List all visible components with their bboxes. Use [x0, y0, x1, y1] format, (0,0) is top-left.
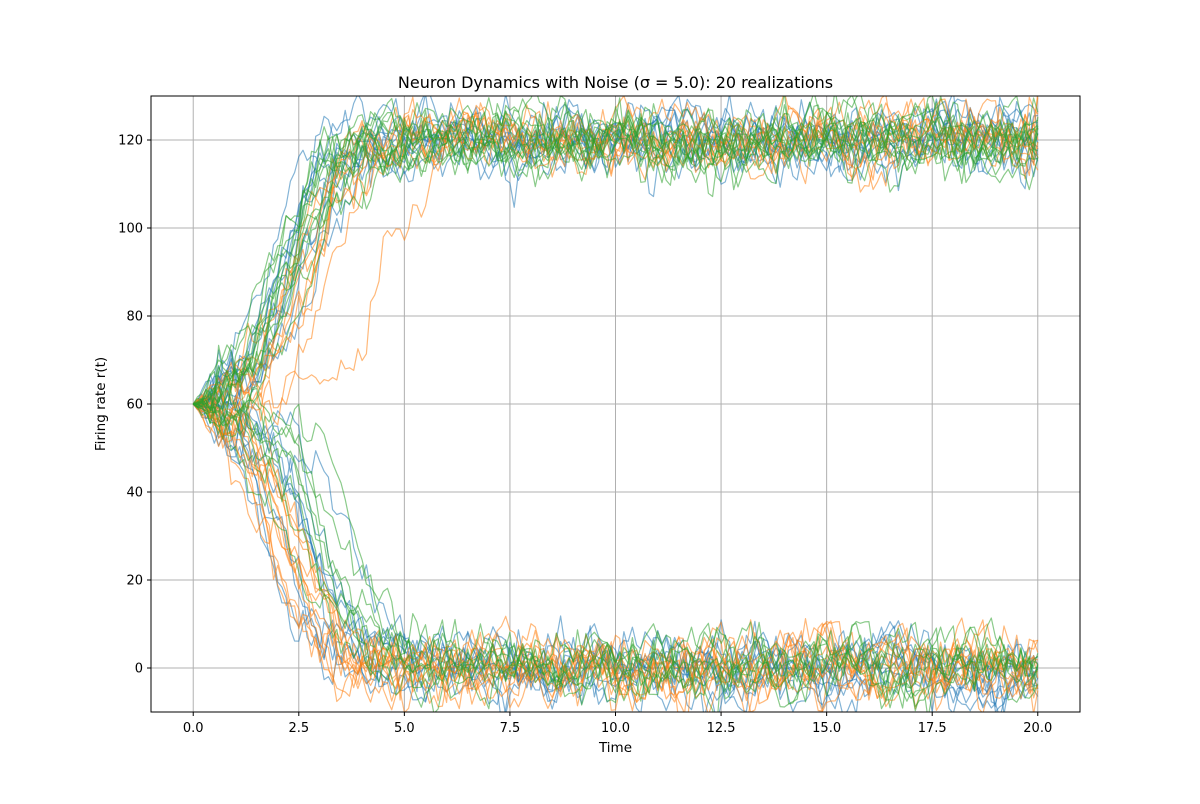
x-tick-label: 5.0 [394, 721, 415, 736]
y-tick-label: 80 [126, 310, 143, 325]
y-tick-label: 60 [126, 398, 143, 413]
chart-title: Neuron Dynamics with Noise (σ = 5.0): 20… [398, 73, 833, 92]
plot-frame [150, 95, 1081, 713]
x-tick-label: 20.0 [1023, 721, 1052, 736]
traces-layer [192, 96, 1039, 712]
trace-line-series-3-run-5 [192, 399, 1039, 712]
x-tick-label: 0.0 [183, 721, 204, 736]
x-axis-title: Time [598, 740, 632, 756]
trace-line-series-3-run-14 [193, 97, 1039, 405]
trace-line-series-3-run-16 [193, 109, 1039, 427]
trace-line-series-3-run-10 [192, 375, 1039, 703]
trace-line-series-2-run-10 [192, 395, 1038, 710]
y-tick-label: 20 [126, 574, 143, 589]
trace-line-series-3-run-20 [193, 101, 1039, 422]
x-tick-label: 17.5 [918, 721, 947, 736]
trace-line-series-3-run-12 [192, 403, 1039, 699]
trace-line-series-3-run-11 [192, 96, 1039, 424]
x-tick-label: 15.0 [812, 721, 841, 736]
y-tick-label: 0 [135, 662, 143, 677]
y-tick-label: 40 [126, 486, 143, 501]
trace-line-series-3-run-17 [192, 387, 1039, 709]
ticks-layer: 0.0 2.5 5.0 7.5 10.0 12.5 15.0 17.5 20.0 0 20 40 60 8… [118, 134, 1052, 737]
x-tick-label: 12.5 [707, 721, 736, 736]
trace-line-series-2-run-5 [192, 403, 1038, 712]
y-tick-label: 100 [118, 222, 143, 237]
trace-line-series-1-run-17 [193, 96, 1039, 452]
trace-line-series-3-run-9 [192, 96, 1039, 405]
trace-line-series-3-run-4 [192, 103, 1039, 405]
trace-line-series-3-run-19 [193, 402, 1039, 710]
x-tick-label: 7.5 [500, 721, 521, 736]
y-axis-title: Firing rate r(t) [93, 357, 109, 451]
trace-line-series-3-run-15 [192, 366, 1039, 712]
x-tick-label: 2.5 [288, 721, 309, 736]
y-tick-label: 120 [118, 134, 143, 149]
x-tick-label: 10.0 [601, 721, 630, 736]
trace-line-series-3-run-18 [192, 96, 1039, 409]
